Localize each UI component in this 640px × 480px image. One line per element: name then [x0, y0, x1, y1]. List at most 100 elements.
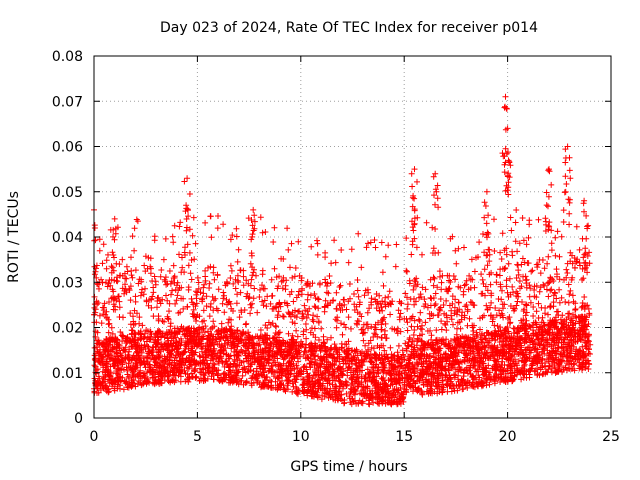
- data-point: [299, 285, 305, 292]
- data-point: [106, 373, 113, 380]
- data-point: [523, 302, 530, 309]
- data-point: [280, 256, 287, 262]
- data-point: [545, 293, 552, 300]
- data-point: [326, 273, 333, 279]
- data-point: [499, 287, 505, 294]
- data-point: [221, 340, 228, 347]
- data-point: [215, 213, 221, 219]
- data-point: [147, 329, 154, 335]
- data-point: [130, 313, 136, 320]
- data-point: [176, 251, 182, 258]
- data-point: [357, 390, 363, 397]
- data-point: [566, 310, 573, 317]
- data-point: [318, 325, 325, 332]
- data-point: [534, 332, 541, 339]
- data-point: [296, 308, 303, 315]
- data-point: [403, 267, 410, 274]
- data-point: [348, 325, 354, 332]
- data-point: [202, 219, 209, 226]
- data-point: [542, 215, 549, 222]
- data-point: [105, 321, 112, 328]
- data-point: [336, 284, 343, 290]
- data-point: [128, 254, 134, 261]
- data-point: [285, 309, 292, 316]
- data-point: [477, 334, 484, 341]
- data-point: [497, 249, 504, 256]
- data-point: [144, 354, 151, 361]
- data-point: [208, 234, 215, 241]
- data-point: [581, 294, 588, 300]
- data-point: [193, 373, 200, 380]
- data-point: [150, 289, 157, 296]
- data-point: [506, 275, 513, 282]
- data-point: [248, 276, 255, 283]
- data-point: [367, 239, 374, 246]
- data-point: [523, 309, 530, 316]
- data-point: [155, 355, 162, 362]
- data-point: [271, 224, 278, 231]
- data-point: [206, 313, 213, 320]
- data-point: [118, 332, 125, 339]
- data-point: [562, 299, 569, 305]
- data-point: [268, 293, 275, 299]
- data-point: [570, 324, 577, 331]
- data-point: [201, 329, 208, 336]
- data-point: [385, 293, 392, 300]
- data-point: [208, 373, 215, 380]
- data-point: [263, 303, 270, 310]
- data-point: [293, 327, 300, 334]
- data-point: [173, 297, 180, 304]
- data-point: [451, 304, 458, 311]
- data-point: [393, 241, 400, 248]
- data-point: [470, 302, 477, 308]
- data-point: [199, 333, 206, 340]
- data-point: [198, 369, 205, 376]
- data-point: [516, 240, 523, 247]
- data-point: [101, 300, 108, 307]
- data-point: [392, 263, 399, 270]
- data-point: [404, 327, 411, 334]
- data-point: [569, 292, 576, 299]
- data-point: [469, 322, 476, 329]
- data-point: [529, 267, 536, 274]
- data-point: [421, 296, 428, 303]
- data-point: [275, 308, 282, 315]
- data-point: [237, 289, 244, 296]
- data-point: [533, 308, 540, 315]
- data-point: [261, 297, 268, 304]
- data-point: [365, 340, 372, 347]
- data-point: [503, 251, 510, 258]
- data-point: [310, 312, 317, 319]
- data-point: [107, 282, 114, 289]
- data-point: [488, 299, 495, 306]
- data-point: [119, 256, 126, 263]
- data-point: [239, 366, 246, 373]
- data-point: [298, 338, 305, 345]
- data-point: [260, 302, 267, 309]
- data-point: [511, 330, 518, 336]
- data-point: [397, 328, 404, 335]
- data-point: [516, 278, 523, 284]
- data-point: [322, 297, 329, 304]
- data-point: [563, 266, 570, 273]
- data-point: [161, 318, 167, 325]
- data-point: [463, 302, 470, 308]
- data-point: [355, 293, 362, 300]
- data-point: [363, 244, 370, 251]
- data-point: [210, 269, 217, 276]
- data-point: [147, 270, 154, 277]
- data-point: [308, 243, 315, 250]
- data-point: [554, 271, 560, 278]
- data-point: [221, 309, 228, 316]
- data-point: [103, 308, 110, 315]
- data-point: [240, 273, 247, 280]
- data-point: [548, 286, 555, 293]
- data-point: [185, 262, 192, 269]
- data-point: [514, 333, 521, 340]
- data-point: [188, 257, 195, 263]
- data-point: [333, 324, 340, 331]
- data-point: [561, 330, 568, 337]
- data-point: [367, 370, 374, 377]
- data-point: [385, 242, 392, 249]
- data-point: [382, 294, 389, 301]
